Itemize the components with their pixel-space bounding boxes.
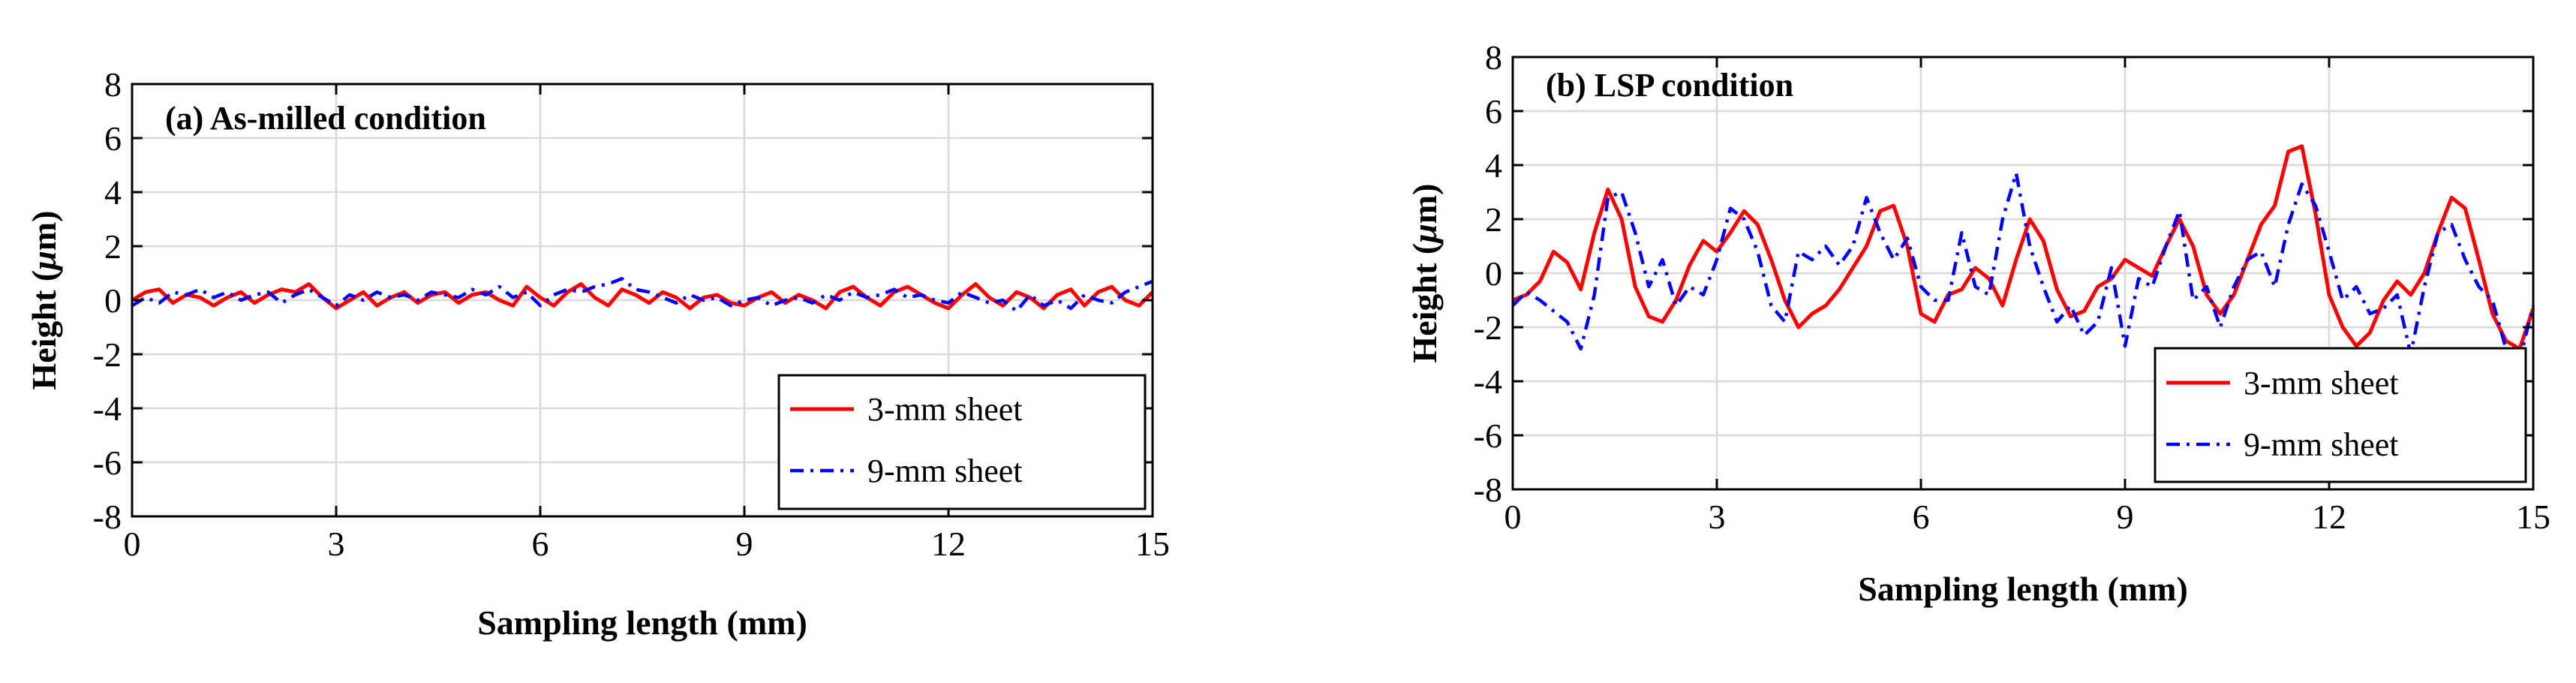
chart-title-a: (a) As-milled condition [165, 100, 486, 137]
series-line-a-9mm [131, 276, 1153, 313]
legend-box-a [777, 374, 1147, 510]
x-tick-labels-b: 0 3 6 9 12 15 [1504, 498, 2551, 536]
y-tick-label-a-7: 6 [104, 119, 122, 158]
y-tick-labels-a: -8 -6 -4 -2 0 2 4 6 8 [93, 65, 122, 536]
y-axis-label-a-suffix: m) [25, 211, 63, 251]
y-tick-label-b-0: -8 [1474, 471, 1502, 509]
x-tick-label-a-1: 3 [328, 525, 345, 563]
y-tick-label-b-4: 0 [1485, 254, 1502, 293]
y-tick-label-a-4: 0 [104, 281, 122, 320]
chart-title-b: (b) LSP condition [1546, 67, 1793, 104]
x-axis-label-a: Sampling length (mm) [477, 603, 807, 642]
y-axis-label-a-prefix: Height ( [25, 270, 63, 390]
y-axis-label-b-mu: μ [1405, 224, 1444, 245]
chart-panel-b: 0 3 6 9 12 15 -8 -6 -4 -2 0 2 4 6 8 (b) LSP condition… [1405, 38, 2550, 608]
x-tick-label-a-5: 15 [1135, 525, 1170, 563]
x-tick-label-b-4: 12 [2312, 498, 2346, 536]
x-axis-label-b: Sampling length (mm) [1858, 570, 2188, 608]
y-tick-label-b-2: -4 [1474, 363, 1502, 401]
x-tick-label-b-3: 9 [2117, 498, 2134, 536]
y-axis-label-a: Height (μm) [25, 211, 63, 390]
x-tick-label-a-4: 12 [931, 525, 966, 563]
x-tick-label-a-3: 9 [736, 525, 753, 563]
y-tick-label-b-5: 2 [1485, 200, 1502, 239]
y-tick-label-b-7: 6 [1485, 92, 1502, 131]
x-tick-label-b-5: 15 [2516, 498, 2550, 536]
y-axis-label-a-mu: μ [25, 251, 63, 272]
x-tick-label-a-0: 0 [124, 525, 141, 563]
series-line-a-3mm [131, 281, 1154, 311]
legend-b: 3-mm sheet 9-mm sheet [2154, 347, 2527, 483]
legend-box-b [2154, 347, 2527, 483]
y-tick-label-a-6: 4 [104, 173, 122, 212]
legend-a: 3-mm sheet 9-mm sheet [777, 374, 1147, 510]
y-tick-label-a-3: -2 [93, 335, 122, 374]
series-line-b-3mm [1512, 144, 2535, 351]
y-tick-label-a-5: 2 [104, 227, 122, 266]
series-group-b [1511, 144, 2535, 362]
legend-label-a-9mm: 9-mm sheet [867, 453, 1023, 489]
x-tick-labels-a: 0 3 6 9 12 15 [124, 525, 1171, 563]
y-tick-label-b-6: 4 [1485, 146, 1502, 185]
legend-label-a-3mm: 3-mm sheet [867, 391, 1023, 428]
y-tick-label-a-0: -8 [93, 498, 122, 536]
y-tick-label-a-1: -6 [93, 444, 122, 482]
y-tick-label-b-3: -2 [1474, 308, 1502, 347]
y-tick-label-b-1: -6 [1474, 417, 1502, 455]
chart-panel-a: 0 3 6 9 12 15 -8 -6 -4 -2 0 2 4 6 8 (a) As-milled con… [25, 65, 1170, 642]
y-tick-label-b-8: 8 [1485, 38, 1502, 77]
x-tick-label-b-0: 0 [1504, 498, 1522, 536]
y-tick-label-a-2: -4 [93, 390, 122, 428]
y-axis-label-b-prefix: Height ( [1405, 243, 1444, 363]
y-tick-labels-b: -8 -6 -4 -2 0 2 4 6 8 [1474, 38, 1502, 509]
x-tick-label-b-2: 6 [1913, 498, 1930, 536]
y-tick-label-a-8: 8 [104, 65, 122, 104]
legend-label-b-3mm: 3-mm sheet [2244, 365, 2399, 402]
y-axis-label-b-suffix: m) [1405, 184, 1444, 224]
x-tick-label-a-2: 6 [532, 525, 549, 563]
legend-label-b-9mm: 9-mm sheet [2244, 426, 2399, 463]
tick-marks-b [1511, 56, 2535, 491]
series-group-a [131, 276, 1154, 313]
y-axis-label-b: Height (μm) [1405, 184, 1444, 363]
x-tick-label-b-1: 3 [1709, 498, 1726, 536]
series-line-b-9mm [1511, 171, 2535, 362]
